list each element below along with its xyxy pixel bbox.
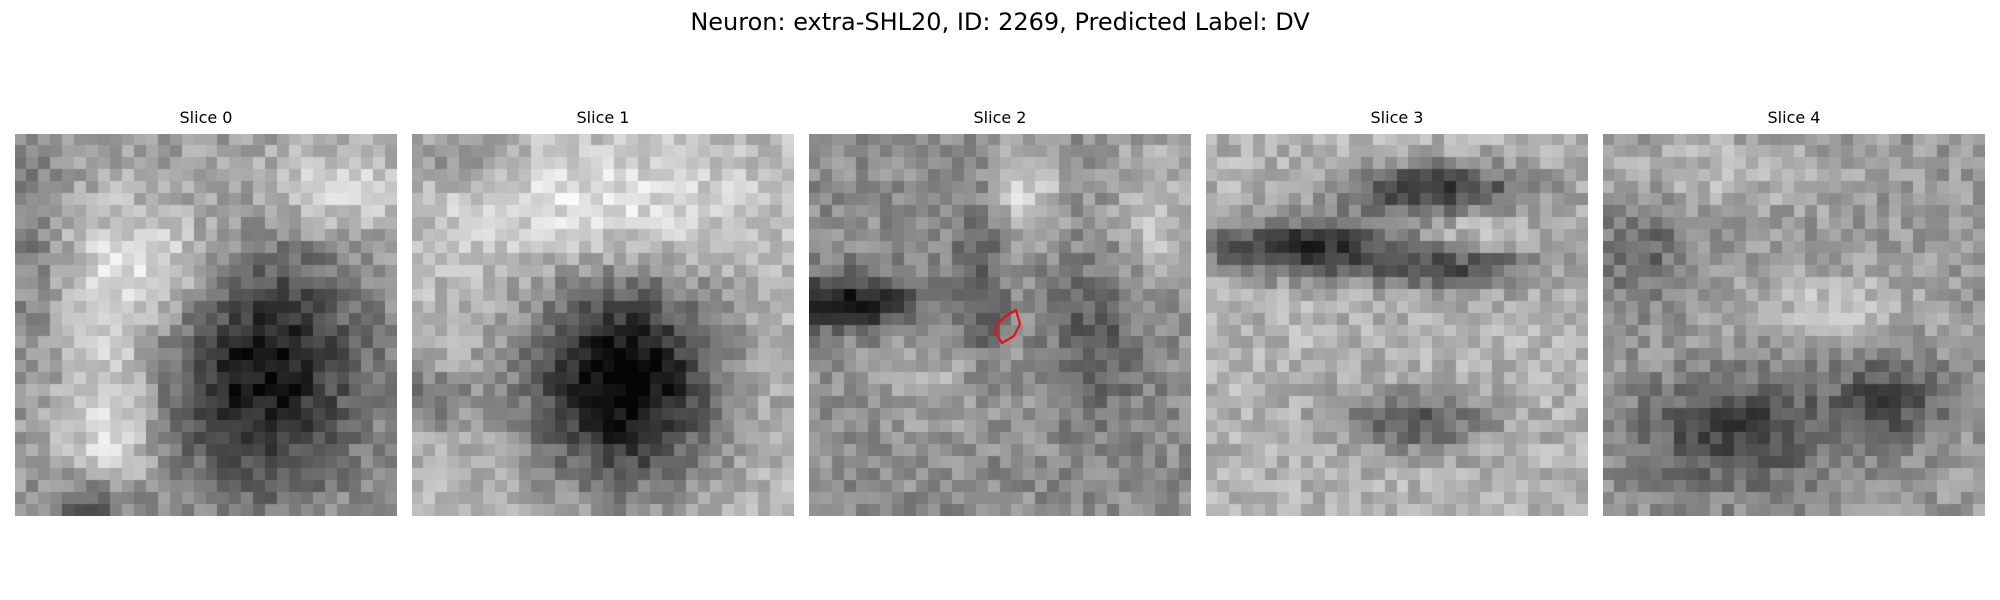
slice-title: Slice 2 <box>973 108 1027 127</box>
slice-title: Slice 0 <box>179 108 233 127</box>
slice-panel-2: Slice 2 <box>809 108 1191 516</box>
slice-image <box>809 134 1191 516</box>
slice-panel-3: Slice 3 <box>1206 108 1588 516</box>
slice-image <box>15 134 397 516</box>
slice-image <box>1603 134 1985 516</box>
slice-panel-4: Slice 4 <box>1603 108 1985 516</box>
slice-title: Slice 4 <box>1767 108 1821 127</box>
segmentation-outline <box>993 308 1022 345</box>
slice-image <box>412 134 794 516</box>
red-contour <box>993 308 1022 345</box>
slice-image <box>1206 134 1588 516</box>
slice-title: Slice 3 <box>1370 108 1424 127</box>
slice-panel-1: Slice 1 <box>412 108 794 516</box>
figure-title: Neuron: extra-SHL20, ID: 2269, Predicted… <box>690 8 1310 36</box>
slice-title: Slice 1 <box>576 108 630 127</box>
slice-panel-0: Slice 0 <box>15 108 397 516</box>
